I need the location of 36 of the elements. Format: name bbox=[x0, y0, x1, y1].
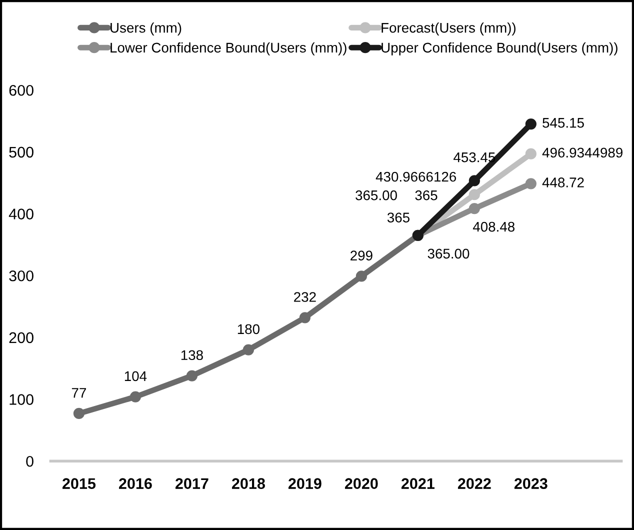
data-label: 365.00 bbox=[356, 190, 397, 200]
x-tick-label: 2020 bbox=[344, 478, 378, 489]
data-label: 365.00 bbox=[428, 248, 470, 259]
legend-label: Users (mm) bbox=[110, 22, 182, 36]
data-label: 448.72 bbox=[542, 178, 584, 188]
y-tick-label: 200 bbox=[9, 332, 34, 344]
x-tick-label: 2022 bbox=[458, 478, 491, 489]
data-label: 138 bbox=[181, 350, 203, 360]
data-label: 430.9666126 bbox=[376, 172, 456, 182]
data-label: 453.45 bbox=[454, 152, 496, 162]
data-label: 545.15 bbox=[542, 118, 584, 128]
x-tick-label: 2019 bbox=[288, 478, 322, 489]
x-tick-label: 2018 bbox=[232, 478, 265, 489]
x-tick-label: 2016 bbox=[119, 478, 152, 489]
x-tick-label: 2017 bbox=[175, 478, 208, 489]
data-label: 365 bbox=[387, 212, 410, 222]
x-tick-label: 2023 bbox=[514, 478, 548, 490]
y-tick-label: 0 bbox=[26, 456, 34, 467]
y-tick-label: 600 bbox=[9, 84, 34, 96]
data-label: 232 bbox=[294, 292, 316, 302]
legend-label: Forecast(Users (mm)) bbox=[382, 22, 516, 36]
y-tick-label: 100 bbox=[10, 394, 34, 405]
data-label: 365 bbox=[415, 190, 438, 200]
y-tick-label: 400 bbox=[8, 208, 34, 220]
data-label: 104 bbox=[124, 371, 147, 382]
data-label: 299 bbox=[350, 250, 372, 260]
x-tick-label: 2021 bbox=[401, 478, 435, 489]
legend-label: Upper Confidence Bound(Users (mm)) bbox=[382, 42, 618, 56]
data-label: 180 bbox=[238, 324, 260, 334]
y-tick-label: 300 bbox=[9, 270, 34, 282]
legend-label: Lower Confidence Bound(Users (mm)) bbox=[110, 42, 346, 56]
data-label: 408.48 bbox=[472, 222, 515, 232]
x-tick-label: 2015 bbox=[62, 478, 96, 489]
data-label: 496.9344989 bbox=[542, 148, 622, 158]
y-tick-label: 500 bbox=[9, 146, 34, 158]
data-label: 77 bbox=[72, 388, 86, 398]
